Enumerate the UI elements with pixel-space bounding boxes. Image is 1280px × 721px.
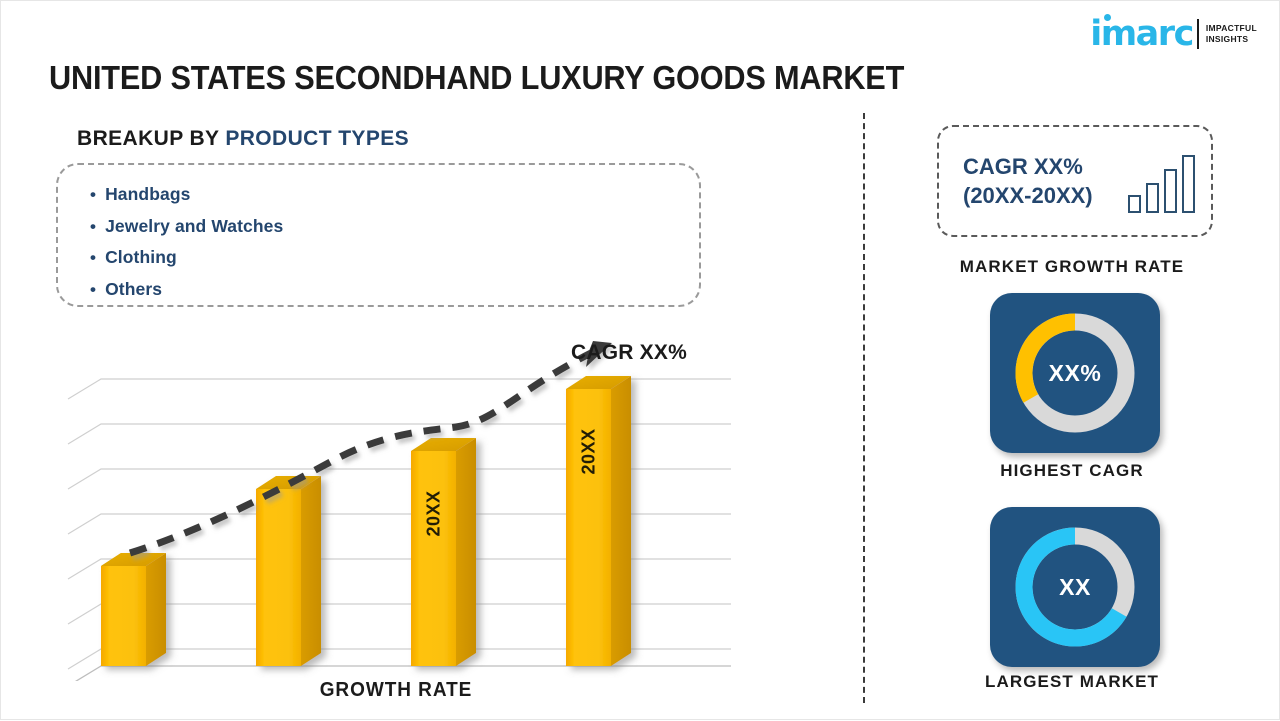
page-title: UNITED STATES SECONDHAND LUXURY GOODS MA… [49,59,905,96]
imarc-logo: imarc IMPACTFUL INSIGHTS [1090,14,1257,54]
logo-text: imarc [1090,14,1194,54]
bar-label: 20XX [578,428,599,475]
logo-dot-icon [1104,14,1112,21]
breakup-heading-accent: PRODUCT TYPES [225,127,410,150]
largest-market-value: XX [1059,573,1091,600]
logo-wordmark: imarc [1090,14,1194,54]
list-item: Others [90,274,699,306]
breakup-heading: BREAKUP BY PRODUCT TYPES [77,127,409,151]
product-types-box: Handbags Jewelry and Watches Clothing Ot… [56,163,701,307]
chart-bar [411,438,476,666]
section-divider [863,113,865,703]
highest-cagr-caption: HIGHEST CAGR [1000,461,1144,480]
chart-gridlines [67,378,731,670]
market-growth-rate-box: CAGR XX% (20XX-20XX) [937,125,1213,237]
highest-cagr-value: XX% [1048,359,1102,386]
logo-tagline-line2: INSIGHTS [1205,34,1249,44]
product-types-list: Handbags Jewelry and Watches Clothing Ot… [58,165,699,305]
cagr-trend-label: CAGR XX% [571,341,687,364]
largest-market-donut [1015,527,1135,647]
cagr-line-2: (20XX-20XX) [963,183,1093,208]
bar-chart-icon [1128,155,1195,213]
bar-label: 20XX [423,490,444,537]
logo-tagline-line1: IMPACTFUL [1205,23,1257,33]
market-growth-rate-value: CAGR XX% (20XX-20XX) [939,152,1093,210]
chart-bar [566,376,631,666]
trend-arrow [128,341,612,557]
list-item: Jewelry and Watches [90,211,699,243]
cagr-line-1: CAGR XX% [963,154,1083,179]
largest-market-caption: LARGEST MARKET [984,672,1160,691]
highest-cagr-tile: XX% [990,293,1160,453]
logo-divider [1196,19,1199,49]
chart-axis-label: GROWTH RATE [319,679,473,701]
largest-market-tile: XX [990,507,1160,667]
chart-canvas [67,341,731,681]
chart-bar [256,476,321,666]
list-item: Handbags [90,179,699,211]
highest-cagr-donut [1015,313,1135,433]
growth-rate-chart: 20XX 20XX [46,331,786,721]
chart-bar [101,553,166,666]
metrics-panel: CAGR XX% (20XX-20XX) MARKET GROWTH RATE … [863,1,1280,721]
market-growth-rate-caption: MARKET GROWTH RATE [959,257,1185,276]
logo-tagline: IMPACTFUL INSIGHTS [1206,23,1257,45]
breakup-heading-static: BREAKUP BY [77,127,226,150]
list-item: Clothing [90,242,699,274]
